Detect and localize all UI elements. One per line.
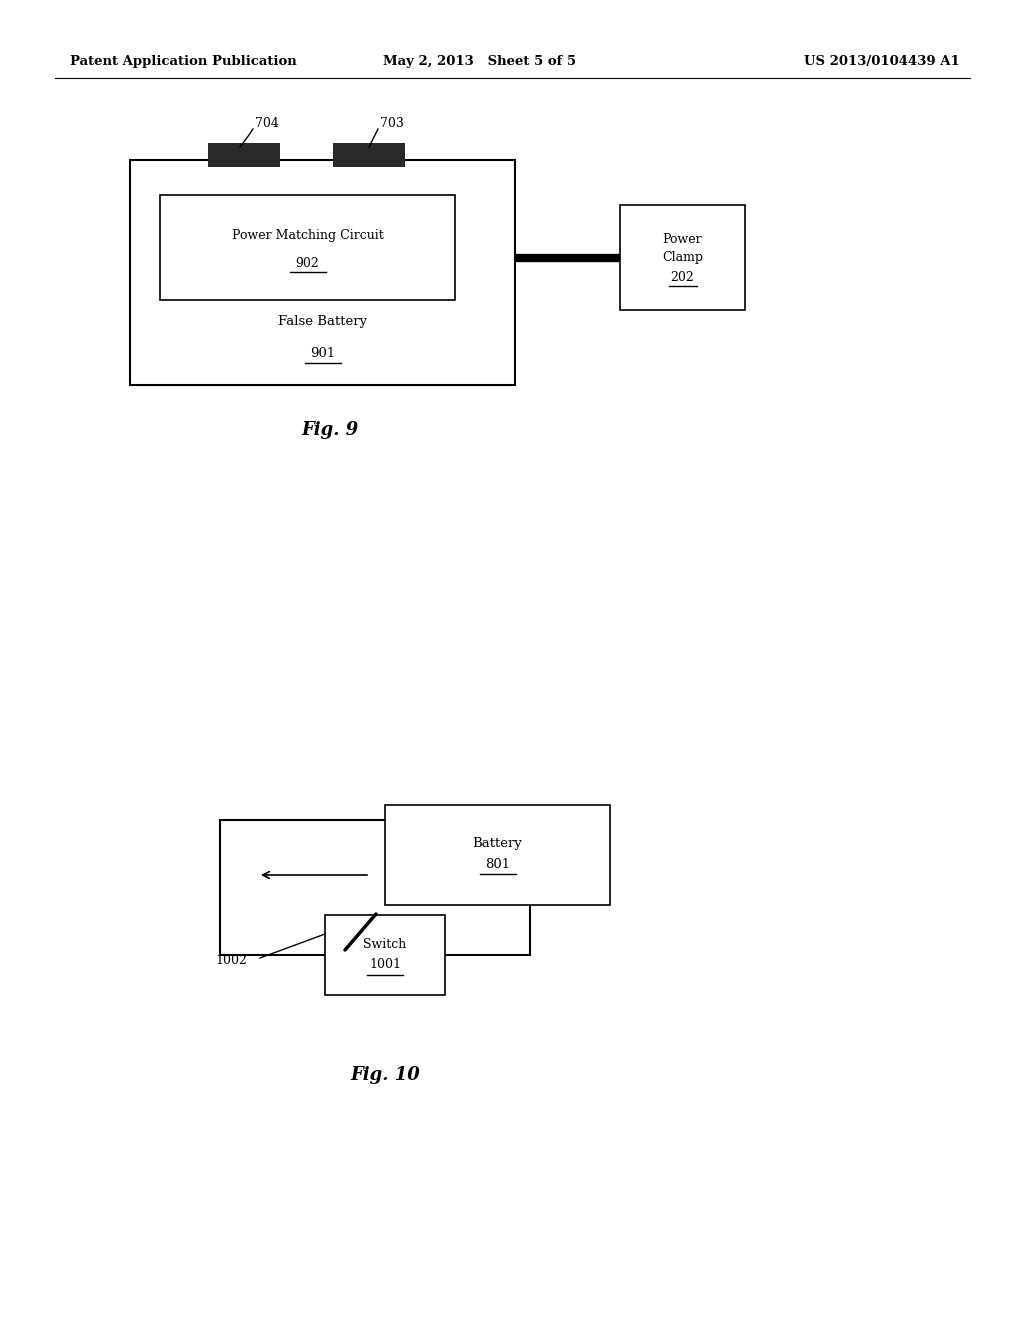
Text: Fig. 10: Fig. 10 <box>350 1067 420 1084</box>
Bar <box>385 805 610 906</box>
Bar <box>160 195 455 300</box>
Text: 902: 902 <box>296 257 319 271</box>
Text: 1002: 1002 <box>215 953 247 966</box>
Text: Power: Power <box>663 234 702 246</box>
Text: 1001: 1001 <box>369 958 401 972</box>
Bar <box>620 205 745 310</box>
Text: 704: 704 <box>255 117 279 129</box>
Bar <box>325 915 445 995</box>
Text: Switch: Switch <box>364 939 407 952</box>
Text: US 2013/0104439 A1: US 2013/0104439 A1 <box>804 55 961 69</box>
Text: Patent Application Publication: Patent Application Publication <box>70 55 297 69</box>
Bar <box>130 160 515 385</box>
Text: 703: 703 <box>380 117 403 129</box>
Text: 901: 901 <box>310 347 335 360</box>
Text: Clamp: Clamp <box>662 251 703 264</box>
Bar <box>220 820 530 954</box>
Text: 801: 801 <box>485 858 510 871</box>
Text: Fig. 9: Fig. 9 <box>301 421 358 440</box>
Bar <box>208 143 280 168</box>
Text: False Battery: False Battery <box>278 315 367 329</box>
Text: 202: 202 <box>671 271 694 284</box>
Text: Power Matching Circuit: Power Matching Circuit <box>231 228 383 242</box>
Text: May 2, 2013   Sheet 5 of 5: May 2, 2013 Sheet 5 of 5 <box>383 55 577 69</box>
Bar <box>333 143 406 168</box>
Text: Battery: Battery <box>472 837 522 850</box>
